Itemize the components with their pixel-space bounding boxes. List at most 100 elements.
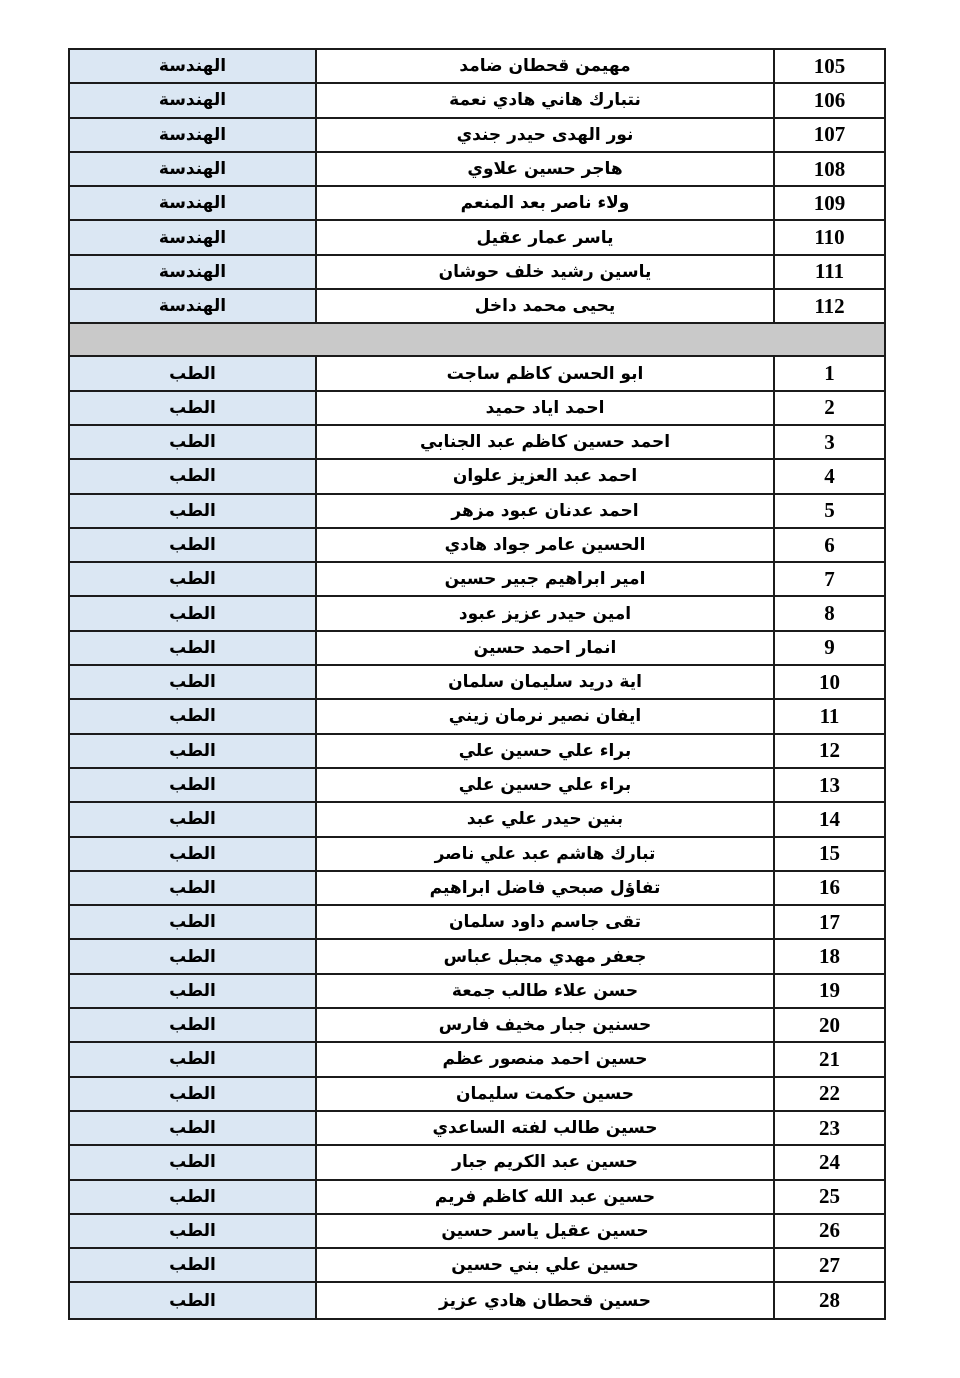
department-cell: الطب [70, 425, 315, 459]
department-cell: الطب [70, 1043, 315, 1076]
department-cell: الهندسة [70, 84, 315, 117]
student-name-cell: اية دريد سليمان سلمان [315, 666, 775, 699]
row-number-cell: 26 [775, 1214, 884, 1248]
student-name-cell: نور الهدى حيدر جندي [315, 118, 775, 151]
department-cell: الهندسة [70, 187, 315, 220]
student-name-cell: ياسين رشيد خلف حوشان [315, 255, 775, 289]
department-cell: الطب [70, 940, 315, 973]
row-number-cell: 105 [775, 50, 884, 83]
section-separator [70, 324, 884, 358]
department-cell: الطب [70, 906, 315, 939]
student-name-cell: احمد عدنان عبود مزهر [315, 494, 775, 527]
table-row: الهندسة هاجر حسين علاوي 108 [70, 152, 884, 188]
row-number-cell: 3 [775, 425, 884, 459]
student-name-cell: تفاؤل صبحي فاضل ابراهيم [315, 871, 775, 905]
student-name-cell: يحيى محمد داخل [315, 290, 775, 323]
row-number-cell: 4 [775, 460, 884, 493]
student-name-cell: هاجر حسين علاوي [315, 152, 775, 186]
student-name-cell: براء علي حسين علي [315, 734, 775, 767]
table-row: الطب حسين احمد منصور عظم 21 [70, 1043, 884, 1078]
department-cell: الهندسة [70, 152, 315, 186]
row-number-cell: 21 [775, 1043, 884, 1076]
table-row: الطب ايفان نصير نرمان زيني 11 [70, 700, 884, 735]
table-row: الطب حسين طالب لفته الساعدي 23 [70, 1111, 884, 1147]
department-cell: الطب [70, 1146, 315, 1179]
table-row: الطب احمد حسين كاظم عبد الجنابي 3 [70, 425, 884, 461]
row-number-cell: 25 [775, 1180, 884, 1213]
student-name-cell: مهيمن قحطان ضامد [315, 50, 775, 83]
row-number-cell: 8 [775, 597, 884, 630]
table-row: الطب اية دريد سليمان سلمان 10 [70, 666, 884, 701]
row-number-cell: 12 [775, 734, 884, 767]
student-name-cell: حسين طالب لفته الساعدي [315, 1111, 775, 1145]
department-cell: الطب [70, 357, 315, 390]
table-row: الطب حسين علي بني حسين 27 [70, 1249, 884, 1284]
table-row: الطب حسين عبد الله كاظم فريم 25 [70, 1180, 884, 1215]
row-number-cell: 112 [775, 290, 884, 323]
department-cell: الطب [70, 528, 315, 562]
student-name-cell: نتبارك هاني هادي نعمة [315, 84, 775, 117]
row-number-cell: 17 [775, 906, 884, 939]
table-row: الهندسة ياسين رشيد خلف حوشان 111 [70, 255, 884, 291]
student-name-cell: حسين عبد الله كاظم فريم [315, 1180, 775, 1213]
department-cell: الطب [70, 871, 315, 905]
row-number-cell: 11 [775, 700, 884, 733]
table-row: الطب حسن علاء طالب جمعة 19 [70, 974, 884, 1010]
student-name-cell: ولاء ناصر بعد المنعم [315, 187, 775, 220]
table-row: الطب بنين حيدر علي عبد 14 [70, 803, 884, 838]
row-number-cell: 20 [775, 1009, 884, 1042]
student-name-cell: حسين احمد منصور عظم [315, 1043, 775, 1076]
student-name-cell: بنين حيدر علي عبد [315, 803, 775, 836]
student-name-cell: احمد اياد حميد [315, 391, 775, 424]
row-number-cell: 111 [775, 255, 884, 289]
student-name-cell: احمد حسين كاظم عبد الجنابي [315, 425, 775, 459]
student-name-cell: حسنين جبار مخيف فارس [315, 1009, 775, 1042]
department-cell: الطب [70, 1249, 315, 1282]
table-row: الطب حسين عبد الكريم جبار 24 [70, 1146, 884, 1181]
table-row: الطب امير ابراهيم جبير حسين 7 [70, 563, 884, 598]
department-cell: الهندسة [70, 118, 315, 151]
student-name-cell: انمار احمد حسين [315, 631, 775, 665]
table-row: الطب حسين قحطان هادي عزيز 28 [70, 1283, 884, 1318]
table-row: الهندسة ياسر عمار عقيل 110 [70, 221, 884, 256]
row-number-cell: 18 [775, 940, 884, 973]
table-row: الهندسة نتبارك هاني هادي نعمة 106 [70, 84, 884, 119]
department-cell: الطب [70, 974, 315, 1008]
department-cell: الطب [70, 1111, 315, 1145]
department-cell: الطب [70, 563, 315, 596]
row-number-cell: 10 [775, 666, 884, 699]
student-name-cell: الحسين عامر جواد هادي [315, 528, 775, 562]
department-cell: الطب [70, 460, 315, 493]
student-name-cell: ابو الحسن كاظم ساجت [315, 357, 775, 390]
table-row: الطب احمد عبد العزيز علوان 4 [70, 460, 884, 495]
table-row: الطب تفاؤل صبحي فاضل ابراهيم 16 [70, 871, 884, 907]
student-name-cell: ياسر عمار عقيل [315, 221, 775, 254]
row-number-cell: 108 [775, 152, 884, 186]
table-row: الطب تقى جاسم داود سلمان 17 [70, 906, 884, 941]
row-number-cell: 14 [775, 803, 884, 836]
department-cell: الطب [70, 768, 315, 802]
student-name-cell: حسين عقيل ياسر حسين [315, 1214, 775, 1248]
table-row: الطب تبارك هاشم عبد علي ناصر 15 [70, 837, 884, 872]
department-cell: الطب [70, 1214, 315, 1248]
row-number-cell: 15 [775, 837, 884, 870]
row-number-cell: 23 [775, 1111, 884, 1145]
department-cell: الطب [70, 803, 315, 836]
row-number-cell: 109 [775, 187, 884, 220]
row-number-cell: 110 [775, 221, 884, 254]
department-cell: الطب [70, 666, 315, 699]
student-name-cell: حسن علاء طالب جمعة [315, 974, 775, 1008]
student-name-cell: حسين علي بني حسين [315, 1249, 775, 1282]
row-number-cell: 2 [775, 391, 884, 424]
table-row: الطب براء علي حسين علي 12 [70, 734, 884, 769]
department-cell: الهندسة [70, 221, 315, 254]
student-name-cell: امير ابراهيم جبير حسين [315, 563, 775, 596]
department-cell: الطب [70, 734, 315, 767]
table-row: الطب حسنين جبار مخيف فارس 20 [70, 1009, 884, 1044]
row-number-cell: 13 [775, 768, 884, 802]
row-number-cell: 7 [775, 563, 884, 596]
row-number-cell: 5 [775, 494, 884, 527]
table-row: الطب جعفر مهدي مجبل عباس 18 [70, 940, 884, 975]
row-number-cell: 16 [775, 871, 884, 905]
